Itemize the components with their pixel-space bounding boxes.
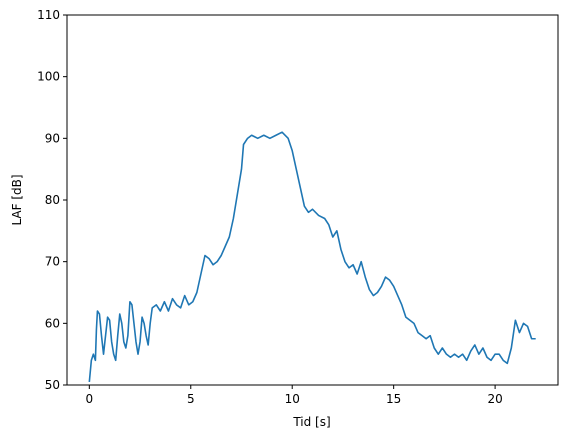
- y-tick-label: 90: [45, 131, 60, 145]
- y-tick-label: 50: [45, 378, 60, 392]
- y-tick-label: 110: [37, 8, 60, 22]
- x-tick-label: 0: [85, 392, 93, 406]
- data-line: [88, 131, 536, 382]
- x-tick-label: 10: [285, 392, 300, 406]
- y-axis-label: LAF [dB]: [10, 174, 24, 225]
- x-tick-label: 20: [487, 392, 502, 406]
- x-axis-label: Tid [s]: [292, 415, 330, 429]
- x-tick-label: 15: [386, 392, 401, 406]
- x-tick-label: 5: [187, 392, 195, 406]
- y-tick-label: 70: [45, 255, 60, 269]
- y-tick-label: 100: [37, 70, 60, 84]
- y-tick-label: 80: [45, 193, 60, 207]
- y-tick-label: 60: [45, 316, 60, 330]
